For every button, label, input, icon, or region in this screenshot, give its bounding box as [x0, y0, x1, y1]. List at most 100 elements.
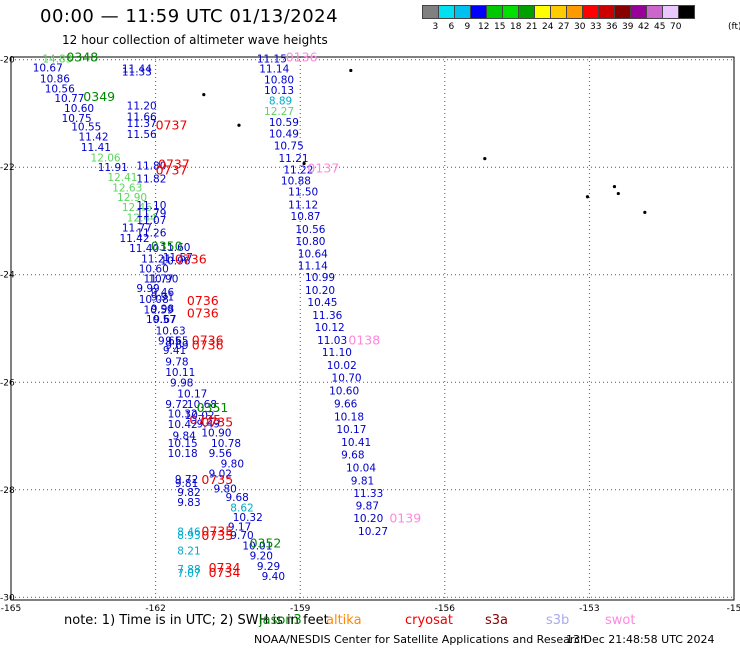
wave-height-label: 9.87: [356, 501, 379, 513]
wave-height-label: 9.83: [177, 497, 200, 509]
wave-height-label: 11.33: [353, 488, 383, 500]
wave-height-label: 8.21: [177, 545, 200, 557]
wave-height-label: 10.88: [281, 175, 311, 187]
wave-height-label: 11.80: [136, 160, 166, 172]
wave-height-label: 11.37: [127, 118, 157, 130]
legend-label: 39: [622, 22, 634, 32]
wave-height-label: 10.75: [62, 113, 92, 125]
legend-label: 24: [542, 22, 554, 32]
wave-height-label: 12.90: [117, 192, 147, 204]
wave-height-label: 8.89: [269, 95, 292, 107]
pass-time-label: 0350: [151, 239, 183, 254]
axis-ticks: -165 -162 -159 -156 -153 -15 -20 -22 -24 -26 -28 -3…: [0, 56, 740, 614]
legend-label: 36: [606, 22, 618, 32]
wave-height-label: 10.90: [201, 428, 231, 440]
wave-height-label: 10.59: [144, 304, 174, 316]
wave-height-label: 10.59: [269, 117, 299, 129]
wave-height-label: 11.44: [122, 64, 152, 76]
lat-tick-label: -30: [0, 593, 15, 603]
pass-time-label: 0137: [307, 161, 339, 176]
wave-height-label: 9.56: [209, 448, 233, 460]
wave-height-label: 11.03: [317, 335, 347, 347]
legend-swatch: [678, 5, 695, 19]
wave-height-label: 11.56: [127, 129, 157, 141]
lon-tick-label: -165: [1, 604, 21, 614]
lon-tick-label: -159: [290, 604, 311, 614]
pass-time-label: 0736: [192, 333, 224, 348]
wave-height-label: 10.13: [264, 85, 294, 97]
wave-height-label: 10.20: [353, 513, 383, 525]
wave-height-label: 10.86: [40, 73, 70, 85]
legend-label: 9: [464, 22, 471, 32]
island-marker: [349, 68, 353, 73]
wave-height-label: 10.12: [315, 322, 345, 334]
wave-height-label: 11.14: [298, 260, 328, 272]
island-marker: [643, 210, 647, 214]
wave-height-label: 10.68: [187, 399, 217, 411]
wave-height-label: 9.78: [165, 357, 188, 369]
wave-height-label: 10.27: [358, 526, 388, 538]
wave-height-label: 10.57: [146, 314, 176, 326]
pass-time-label: 0139: [389, 511, 421, 526]
wave-height-label: 11.26: [136, 228, 166, 240]
wave-height-label: 10.01: [242, 540, 272, 552]
legend-label: 3: [432, 22, 439, 32]
legend-label: 18: [510, 22, 522, 32]
pass-time-labels: 0348034907370737073703500736073607360736…: [66, 49, 421, 580]
wave-height-label: 11.10: [136, 200, 166, 212]
island-marker: [585, 195, 590, 199]
satellite-label: s3a: [485, 613, 509, 628]
wave-height-label: 9.81: [351, 475, 374, 487]
pass-time-label: 0735: [189, 412, 221, 427]
pass-time-label: 0736: [175, 251, 207, 266]
wave-height-label: 11.12: [288, 200, 318, 212]
island-marker: [302, 161, 306, 166]
pass-time-label: 0737: [158, 156, 190, 171]
map-subtitle: 12 hour collection of altimeter wave hei…: [62, 33, 328, 47]
pass-time-label: 0735: [201, 414, 233, 429]
wave-height-label: 11.40: [129, 243, 159, 255]
pass-time-label: 0735: [201, 523, 233, 538]
wave-height-label: 7.88: [177, 564, 200, 576]
wave-height-label: 11.22: [283, 165, 313, 177]
wave-height-label: 9.72: [175, 474, 198, 486]
wave-height-label: 9.81: [175, 478, 198, 490]
satellite-label: swot: [605, 613, 636, 628]
pass-time-label: 0737: [156, 163, 188, 178]
legend-label: 42: [638, 22, 650, 32]
satellite-label: s3b: [546, 613, 570, 628]
pass-time-label: 0735: [201, 472, 233, 487]
legend-unit: (ft): [728, 22, 740, 32]
pass-time-label: 0737: [156, 118, 188, 133]
pass-time-label: 0348: [66, 49, 98, 64]
wave-height-label: 11.15: [257, 53, 287, 65]
lat-tick-label: -20: [0, 56, 15, 66]
islands: [202, 68, 647, 214]
wave-height-label: 9.99: [136, 283, 159, 295]
wave-height-label: 12.44: [127, 213, 157, 225]
wave-height-label: 10.67: [33, 63, 63, 75]
wave-height-label: 10.63: [156, 325, 186, 337]
wave-height-label: 11.36: [312, 310, 342, 322]
wave-height-label: 11.66: [127, 111, 157, 123]
map-grid: [11, 57, 734, 600]
wave-height-labels: 14.8310.6710.8610.5610.7710.6010.7510.55…: [33, 53, 388, 583]
wave-height-label: 9.80: [221, 459, 244, 471]
legend-label: 45: [654, 22, 666, 32]
wave-height-label: 10.32: [233, 512, 263, 524]
lat-tick-label: -24: [0, 271, 15, 281]
legend-label: 21: [526, 22, 538, 32]
wave-height-label: 9.98: [170, 378, 193, 390]
wave-height-label: 10.78: [211, 438, 241, 450]
pass-time-label: 0736: [187, 293, 219, 308]
lon-tick-label: -156: [435, 604, 456, 614]
wave-height-label: 9.40: [262, 571, 285, 583]
wave-height-label: 9.17: [228, 522, 251, 534]
wave-height-label: 9.82: [177, 487, 200, 499]
wave-height-label: 10.45: [307, 297, 337, 309]
map-border: [10, 56, 735, 601]
wave-height-label: 10.80: [264, 74, 294, 86]
wave-height-label: 10.32: [168, 409, 198, 421]
legend-label: 33: [590, 22, 602, 32]
